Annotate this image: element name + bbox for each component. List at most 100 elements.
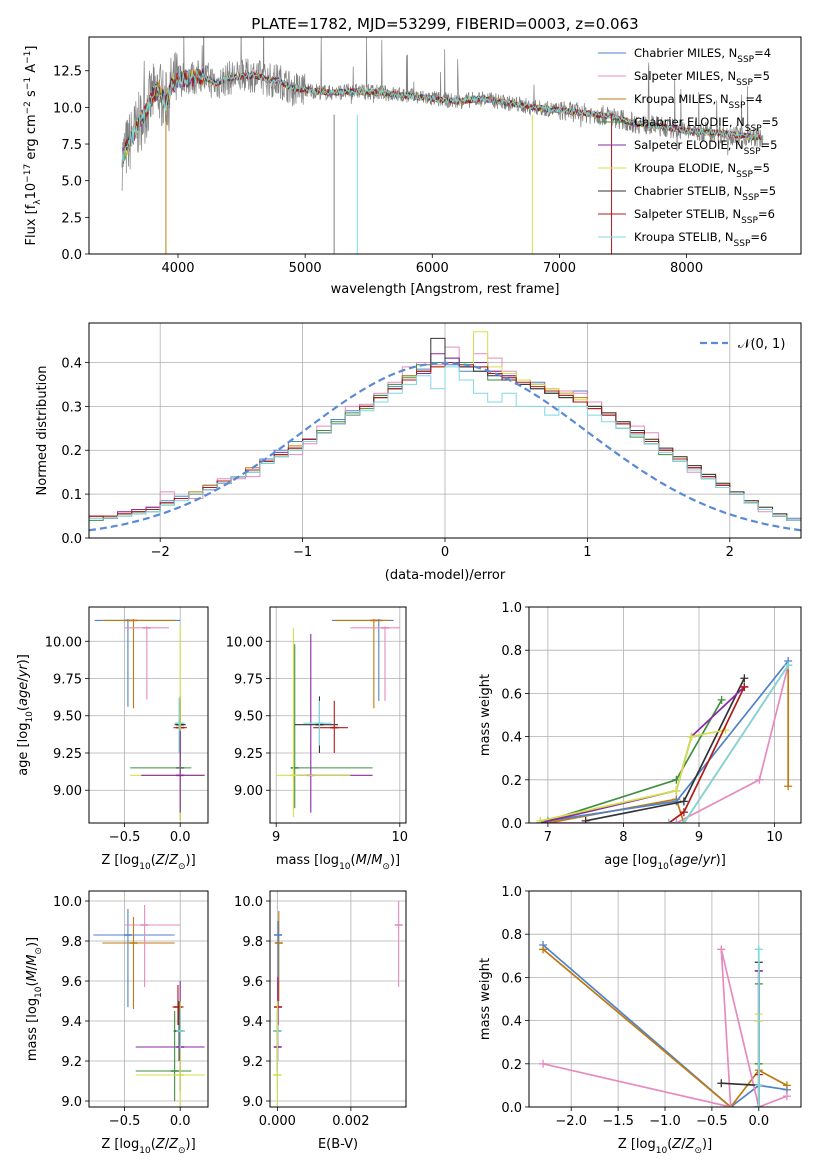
x-tick-label: 10	[766, 830, 783, 845]
weight-marker	[726, 1103, 735, 1107]
y-tick-label: 0.2	[61, 444, 82, 459]
weight-series-kroupa-stelib	[754, 945, 763, 1107]
error-point-kroupa-miles	[334, 618, 390, 709]
weight-marker	[679, 797, 688, 806]
x-axis-label: E(B-V)	[318, 1137, 358, 1152]
weight-line	[540, 699, 723, 823]
y-axis-label: age [log10(age/yr)]	[16, 654, 35, 776]
weight-marker	[740, 674, 749, 683]
weight-marker	[754, 1103, 763, 1107]
y-axis-label: Normed distribution	[35, 366, 50, 496]
weight-series-kroupa-stelib	[664, 661, 793, 823]
weight-series-kroupa-elodie	[536, 726, 730, 823]
y-axis-label: mass [log10(M/M⊙)]	[25, 937, 44, 1061]
y-tick-label: 2.5	[61, 211, 82, 226]
error-point-kroupa-miles	[274, 911, 283, 1001]
x-axis-label: age [log10(age/yr)]	[604, 853, 726, 872]
error-point-kroupa-stelib	[174, 697, 185, 753]
legend: Chabrier MILES, NSSP=4 Salpeter MILES, NS…	[598, 46, 779, 249]
error-point-salpeter-elodie	[141, 730, 205, 813]
y-tick-label: 9.75	[53, 673, 82, 688]
weight-marker	[672, 797, 681, 806]
plot-area	[529, 607, 801, 823]
weight-marker	[664, 819, 673, 823]
weight-line	[542, 948, 788, 1107]
error-point-chabrier-miles	[274, 921, 283, 981]
legend-label: Kroupa ELODIE, NSSP=5	[634, 161, 770, 180]
y-tick-label: 9.4	[242, 1015, 263, 1030]
weight-line	[542, 944, 788, 1107]
legend-label: Chabrier STELIB, NSSP=5	[634, 184, 776, 203]
y-tick-label: 0.6	[501, 971, 522, 986]
weight-marker	[672, 819, 681, 823]
legend-label: 𝒩(0, 1)	[738, 337, 785, 352]
weight-marker	[687, 732, 696, 741]
x-tick-label: 0.002	[332, 1114, 369, 1129]
error-point-chabrier-miles	[93, 909, 175, 1007]
y-tick-label: 9.0	[242, 1095, 263, 1110]
x-axis-label: (data-model)/error	[385, 568, 506, 583]
error-point-kroupa-miles	[102, 618, 175, 709]
x-tick-label: 0.0	[748, 1114, 769, 1129]
x-tick-label: 8	[619, 830, 627, 845]
x-tick-label: −1.5	[602, 1114, 634, 1129]
axes-frame	[88, 36, 802, 255]
error-point-salpeter-miles	[124, 626, 170, 700]
x-tick-label: 0.000	[259, 1114, 296, 1129]
x-axis-label: Z [log10(Z/Z⊙)]	[618, 1137, 712, 1156]
x-tick-label: 4000	[161, 261, 194, 276]
plot-area	[89, 607, 208, 823]
axes-frame	[269, 890, 407, 1108]
legend-label: Kroupa MILES, NSSP=4	[634, 92, 762, 111]
axes-frame	[88, 322, 802, 539]
legend-label: Salpeter ELODIE, NSSP=5	[634, 138, 777, 157]
x-tick-label: −0.5	[696, 1114, 728, 1129]
y-tick-label: 9.25	[53, 747, 82, 762]
x-tick-label: 2	[726, 545, 734, 560]
y-tick-label: 9.2	[61, 1055, 82, 1070]
y-tick-label: 10.0	[53, 101, 82, 116]
x-tick-label: 0	[441, 545, 449, 560]
x-tick-label: −0.5	[109, 830, 141, 845]
y-tick-label: 1.0	[501, 885, 522, 900]
error-point-salpeter-stelib	[313, 700, 348, 753]
weight-line	[668, 664, 789, 823]
y-tick-label: 0.4	[501, 1015, 522, 1030]
panel-4: 9 10 9.00 9.25 9.50 9.75 10.00 mass [log10(M/M⊙…	[226, 606, 408, 872]
x-tick-label: 6000	[416, 261, 449, 276]
error-point-kroupa-stelib	[176, 1011, 185, 1051]
legend-label: Kroupa STELIB, NSSP=6	[634, 230, 767, 249]
x-tick-label: 1	[583, 545, 591, 560]
x-axis-label: mass [log10(M/M⊙)]	[276, 853, 400, 872]
error-point-chabrier-elodie	[130, 715, 192, 821]
axes-frame	[88, 890, 209, 1108]
panel-1: 4000 5000 6000 7000 8000 0.0 2.5 5.0 7.5 10.0 12.5…	[23, 15, 802, 297]
y-tick-label: 0.4	[501, 731, 522, 746]
axes-frame	[528, 606, 802, 824]
x-axis-label: Z [log10(Z/Z⊙)]	[101, 853, 195, 872]
y-tick-label: 0.0	[61, 248, 82, 263]
y-tick-label: 0.2	[501, 774, 522, 789]
x-tick-label: 9	[695, 830, 703, 845]
error-point-kroupa-stelib	[303, 700, 332, 746]
y-tick-label: 9.4	[61, 1015, 82, 1030]
plot-area	[89, 891, 208, 1107]
weight-marker	[784, 661, 793, 670]
error-point-kroupa-elodie	[135, 1001, 205, 1107]
y-tick-label: 0.0	[61, 532, 82, 547]
error-point-kroupa-elodie	[130, 626, 205, 821]
error-point-salpeter-miles	[124, 905, 181, 987]
y-tick-label: 0.6	[501, 687, 522, 702]
weight-marker	[679, 819, 688, 823]
normal-curve	[89, 361, 801, 532]
error-point-kroupa-elodie	[276, 627, 351, 818]
error-point-salpeter-miles	[394, 901, 403, 987]
legend: 𝒩(0, 1)	[700, 337, 785, 352]
weight-marker	[784, 782, 793, 791]
legend-label: Chabrier MILES, NSSP=4	[634, 46, 771, 65]
plot-area	[270, 891, 406, 1107]
error-point-kroupa-miles	[102, 917, 175, 1009]
y-tick-label: 7.5	[61, 138, 82, 153]
weight-marker	[717, 945, 726, 954]
weight-marker	[536, 816, 545, 823]
